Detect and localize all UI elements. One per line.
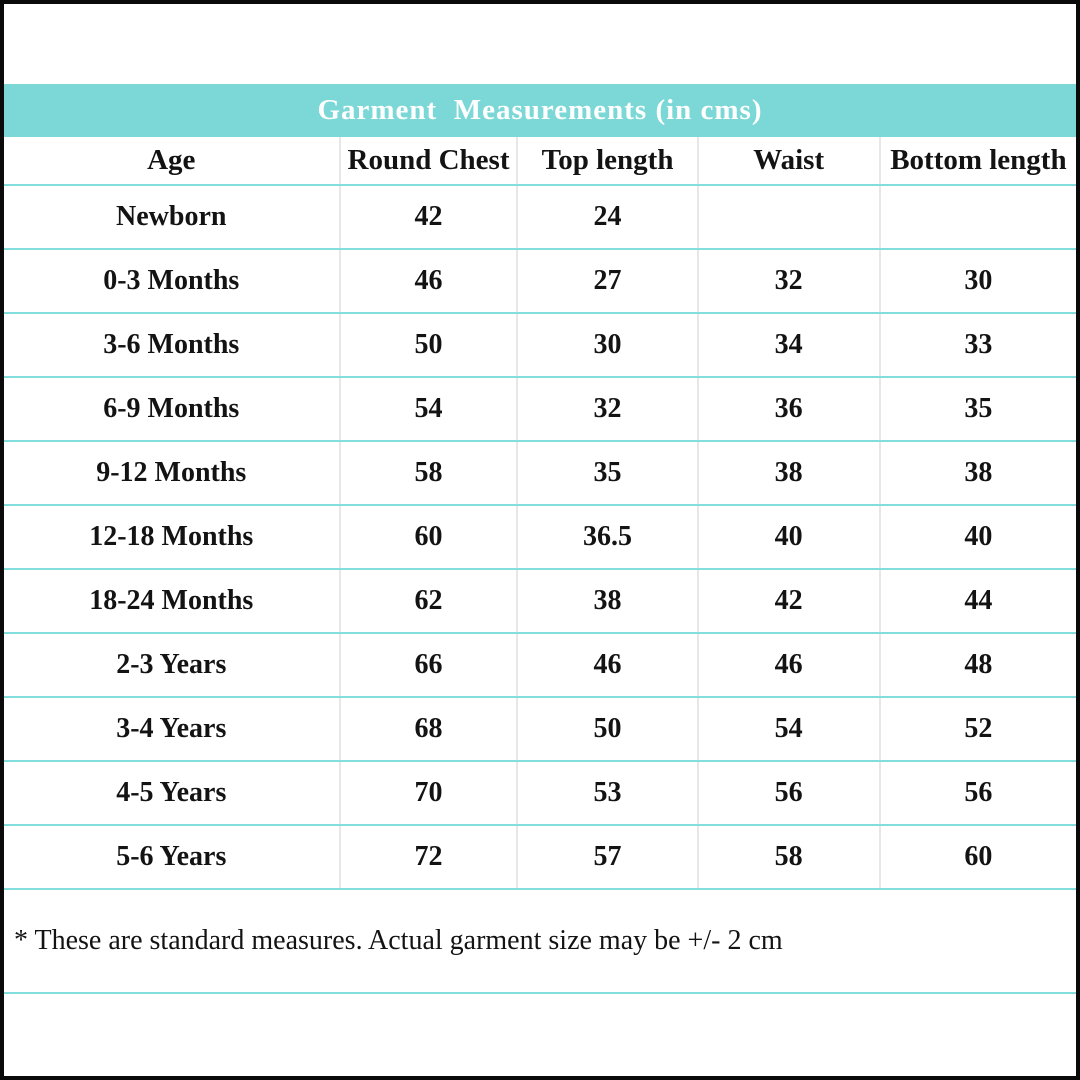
value-cell: 68 [339,697,519,762]
value-cell: 60 [879,825,1076,890]
value-cell: 30 [517,313,699,378]
value-cell: 44 [879,569,1076,634]
value-cell [697,185,881,250]
age-cell: 4-5 Years [4,761,341,826]
age-cell: 18-24 Months [4,569,341,634]
value-cell: 58 [339,441,519,506]
value-cell: 38 [517,569,699,634]
value-cell: 46 [339,249,519,314]
table-row: 3-4 Years 68 50 54 52 [4,697,1076,762]
value-cell: 42 [339,185,519,250]
table-row: 6-9 Months 54 32 36 35 [4,377,1076,442]
value-cell: 27 [517,249,699,314]
table-title-bar: Garment Measurements (in cms) [4,84,1076,137]
value-cell: 30 [879,249,1076,314]
value-cell: 35 [879,377,1076,442]
age-cell: 3-6 Months [4,313,341,378]
age-cell: 3-4 Years [4,697,341,762]
table-row: 0-3 Months 46 27 32 30 [4,249,1076,314]
value-cell: 54 [339,377,519,442]
value-cell: 40 [697,505,881,570]
table-row: 3-6 Months 50 30 34 33 [4,313,1076,378]
column-header-1: Round Chest [339,137,519,186]
age-cell: 12-18 Months [4,505,341,570]
value-cell: 36.5 [517,505,699,570]
table-row: 18-24 Months 62 38 42 44 [4,569,1076,634]
value-cell: 54 [697,697,881,762]
value-cell: 36 [697,377,881,442]
table-row: Newborn 42 24 [4,185,1076,250]
value-cell: 57 [517,825,699,890]
table-row: 12-18 Months 60 36.5 40 40 [4,505,1076,570]
column-header-0: Age [4,137,341,186]
value-cell: 70 [339,761,519,826]
footnote-text: * These are standard measures. Actual ga… [14,925,783,956]
value-cell: 38 [879,441,1076,506]
age-cell: 6-9 Months [4,377,341,442]
table-title: Garment Measurements (in cms) [317,94,763,126]
top-whitespace [4,4,1076,84]
value-cell: 42 [697,569,881,634]
column-header-2: Top length [517,137,699,186]
value-cell: 46 [517,633,699,698]
header-row: Age Round Chest Top length Waist Bottom leng… [4,137,1076,186]
value-cell: 38 [697,441,881,506]
value-cell: 60 [339,505,519,570]
table-body: Newborn 42 24 0-3 Months 46 27 32 30 3-6 Months 5… [4,185,1076,890]
value-cell: 46 [697,633,881,698]
value-cell: 48 [879,633,1076,698]
value-cell: 50 [339,313,519,378]
value-cell: 50 [517,697,699,762]
table-row: 9-12 Months 58 35 38 38 [4,441,1076,506]
value-cell: 52 [879,697,1076,762]
age-cell: 2-3 Years [4,633,341,698]
age-cell: 5-6 Years [4,825,341,890]
value-cell: 24 [517,185,699,250]
age-cell: 9-12 Months [4,441,341,506]
value-cell: 32 [517,377,699,442]
value-cell: 33 [879,313,1076,378]
table-row: 4-5 Years 70 53 56 56 [4,761,1076,826]
value-cell [879,185,1076,250]
value-cell: 53 [517,761,699,826]
age-cell: Newborn [4,185,341,250]
value-cell: 34 [697,313,881,378]
value-cell: 56 [879,761,1076,826]
value-cell: 40 [879,505,1076,570]
value-cell: 58 [697,825,881,890]
column-header-3: Waist [697,137,881,186]
age-cell: 0-3 Months [4,249,341,314]
value-cell: 56 [697,761,881,826]
table-row: 2-3 Years 66 46 46 48 [4,633,1076,698]
column-header-4: Bottom length [879,137,1076,186]
value-cell: 62 [339,569,519,634]
table-row: 5-6 Years 72 57 58 60 [4,825,1076,890]
value-cell: 35 [517,441,699,506]
value-cell: 66 [339,633,519,698]
value-cell: 32 [697,249,881,314]
footnote-row: * These are standard measures. Actual ga… [4,890,1076,994]
measurements-table: Age Round Chest Top length Waist Bottom leng… [4,137,1076,890]
value-cell: 72 [339,825,519,890]
